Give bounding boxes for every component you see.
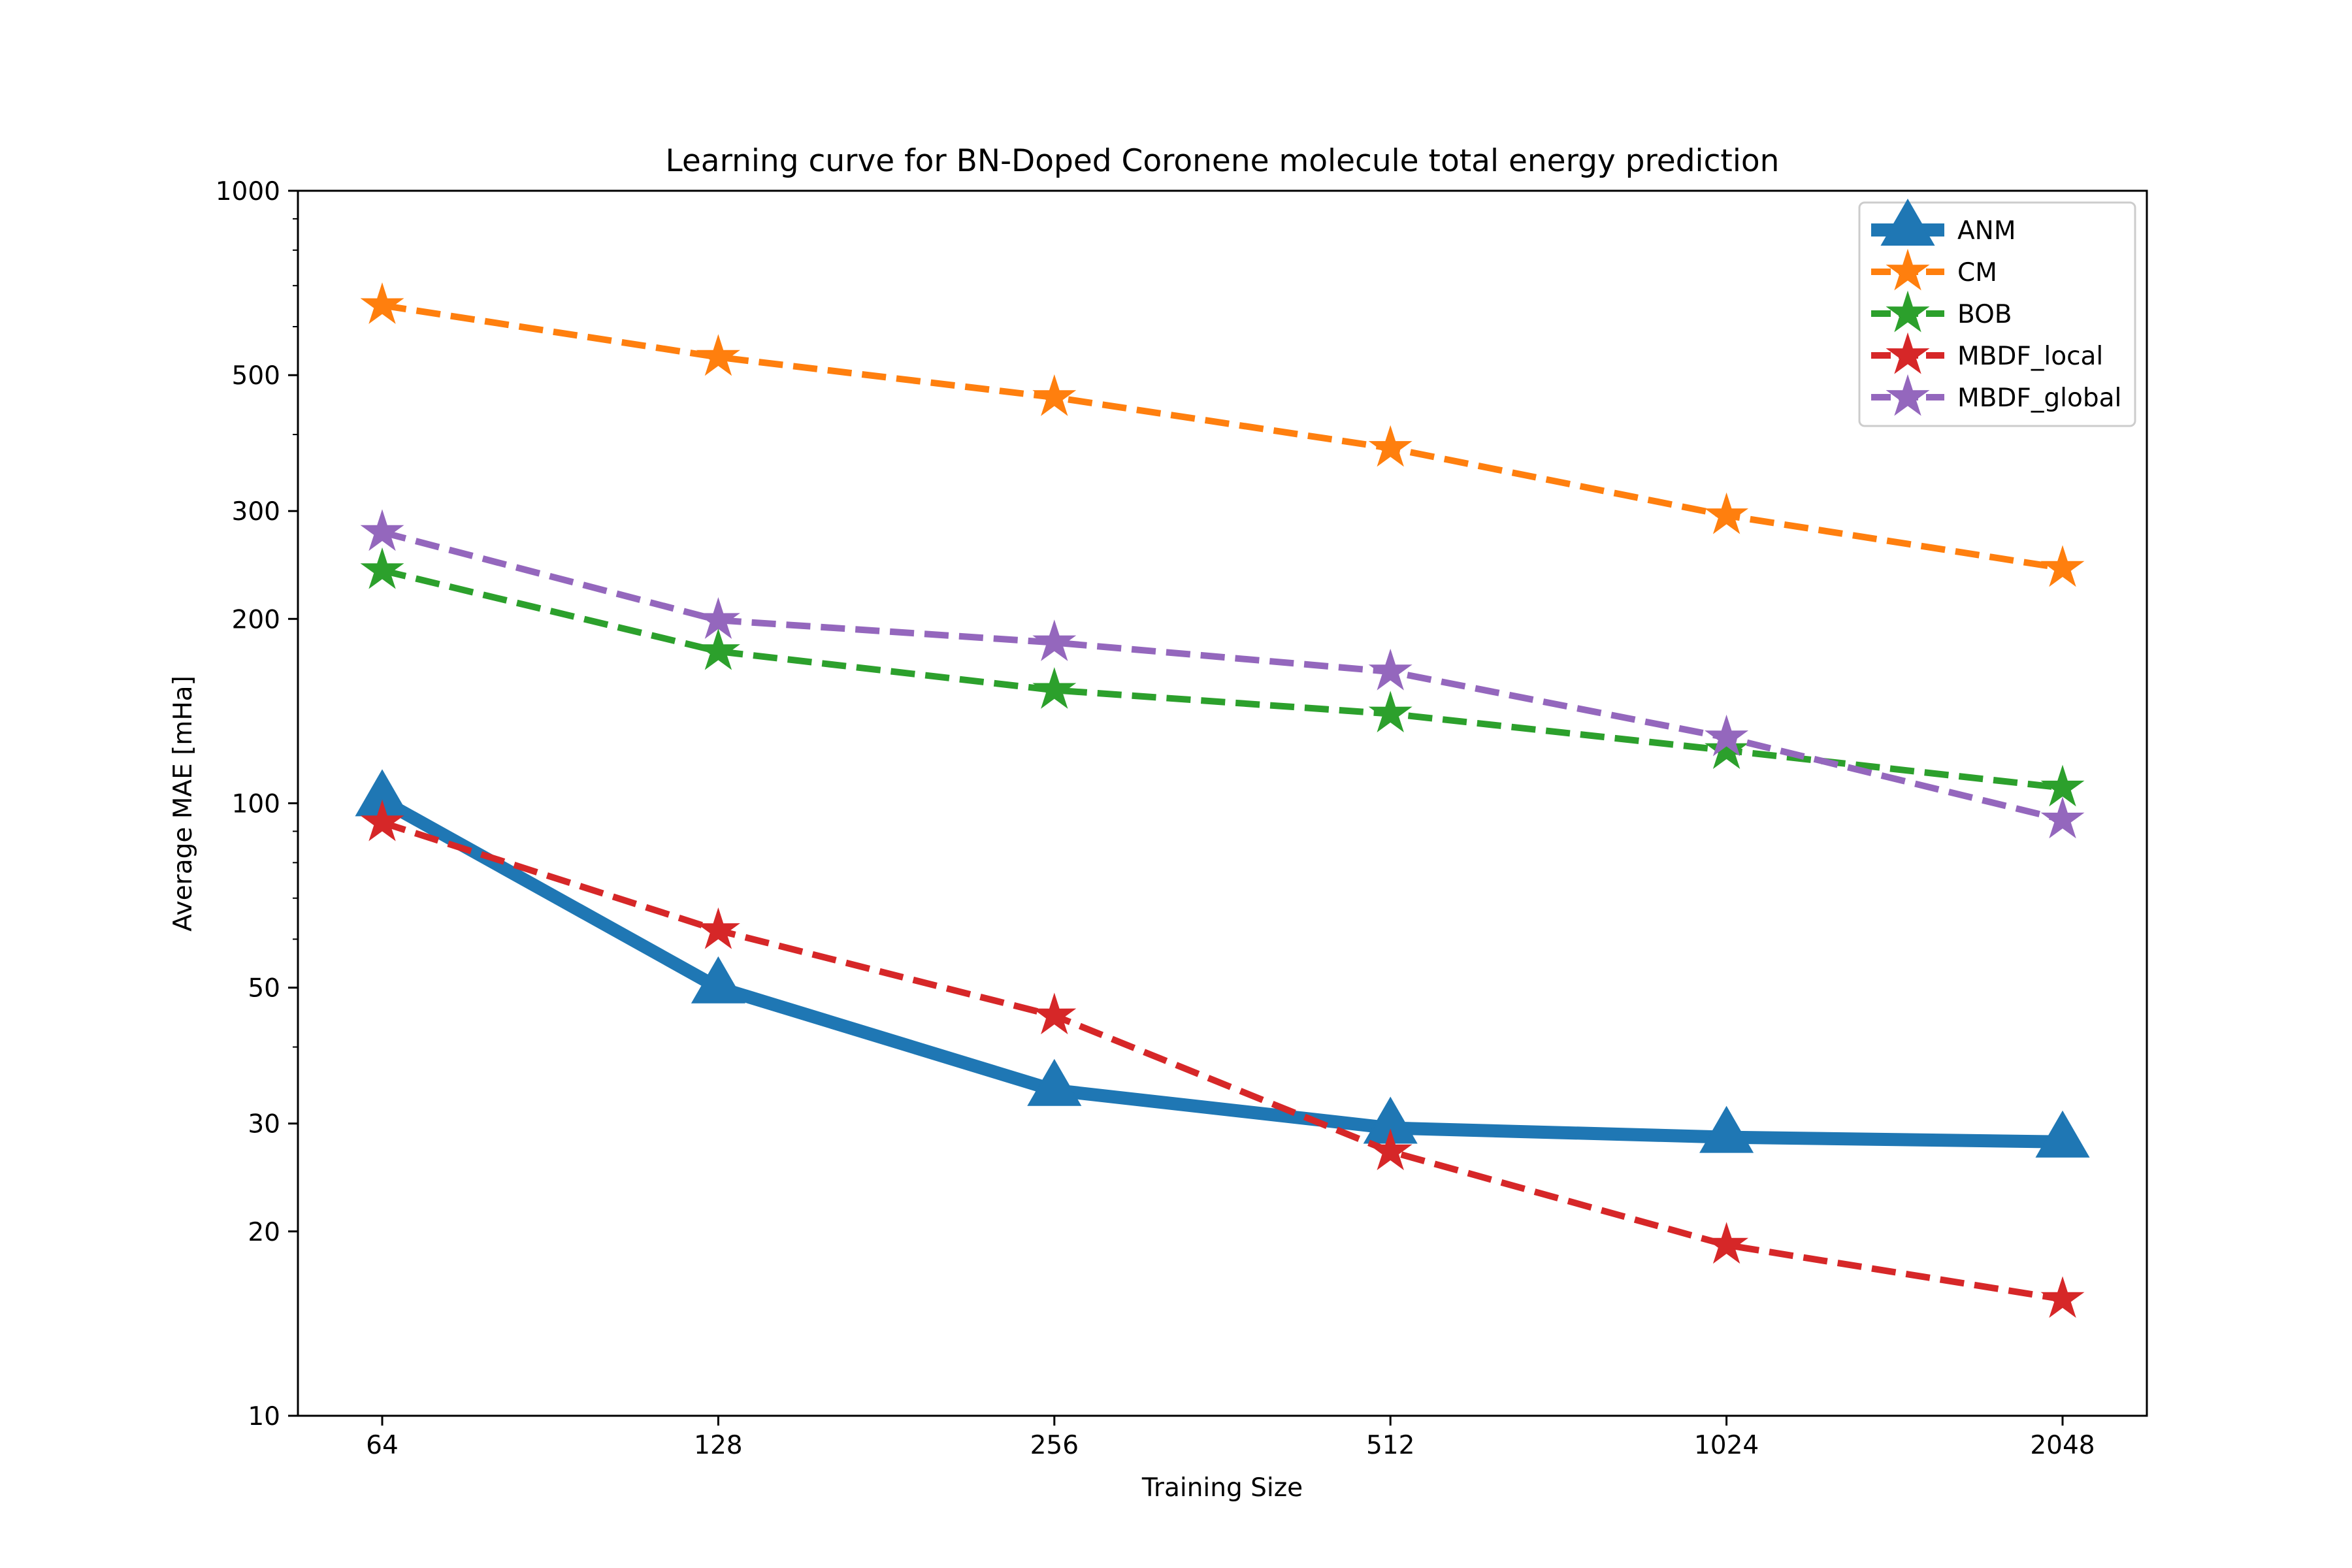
data-point bbox=[1032, 619, 1077, 661]
x-axis-label: Training Size bbox=[1141, 1473, 1303, 1503]
data-point bbox=[360, 282, 404, 324]
legend-entry-cm: CM bbox=[1871, 248, 1997, 291]
data-point bbox=[1027, 1058, 1082, 1106]
series-cm bbox=[360, 282, 2085, 587]
legend-label: MBDF_local bbox=[1957, 342, 2103, 371]
data-point bbox=[1032, 667, 1077, 709]
y-tick-label: 30 bbox=[248, 1110, 280, 1139]
legend-marker bbox=[1880, 198, 1935, 246]
x-tick-label: 128 bbox=[694, 1431, 742, 1460]
x-tick-label: 256 bbox=[1030, 1431, 1079, 1460]
legend: ANM CM BOB MBDF_local MBDF_global bbox=[1858, 198, 2136, 427]
data-point bbox=[1368, 425, 1413, 467]
series-mbdf-local bbox=[360, 799, 2085, 1318]
legend-marker bbox=[1886, 332, 1930, 374]
x-tick-label: 1024 bbox=[1694, 1431, 1759, 1460]
data-point bbox=[1368, 1128, 1413, 1171]
series-line-mbdf-local bbox=[381, 819, 2063, 1303]
y-tick-label: 200 bbox=[232, 605, 280, 634]
y-tick-label: 20 bbox=[248, 1218, 280, 1247]
x-tick-label: 64 bbox=[366, 1431, 399, 1460]
series-line-cm bbox=[382, 302, 2063, 572]
legend-marker bbox=[1886, 248, 1930, 291]
y-tick-label: 100 bbox=[232, 790, 280, 819]
legend-marker bbox=[1886, 290, 1930, 333]
series-line-bob bbox=[381, 567, 2063, 791]
series-anm bbox=[355, 769, 2090, 1158]
data-point bbox=[1032, 374, 1077, 416]
data-point bbox=[696, 907, 740, 949]
series-line-anm bbox=[376, 794, 2069, 1149]
legend-label: ANM bbox=[1957, 216, 2016, 246]
legend-entry-bob: BOB bbox=[1871, 290, 2012, 333]
data-point bbox=[2040, 764, 2085, 807]
data-point bbox=[2040, 796, 2085, 839]
y-tick-label: 300 bbox=[232, 497, 280, 527]
data-point bbox=[696, 334, 740, 376]
data-point bbox=[2035, 1110, 2090, 1158]
data-point bbox=[1368, 648, 1413, 691]
data-point bbox=[1699, 1105, 1754, 1153]
y-axis-label: Average MAE [mHa] bbox=[169, 676, 198, 932]
series-bob bbox=[360, 547, 2085, 807]
legend-box bbox=[1858, 201, 2136, 427]
data-point bbox=[1368, 691, 1413, 733]
x-tick-label: 512 bbox=[1366, 1431, 1414, 1460]
y-tick-label: 50 bbox=[248, 974, 280, 1004]
data-point bbox=[1705, 714, 1749, 757]
plot-area bbox=[355, 282, 2090, 1318]
x-tick-label: 2048 bbox=[2030, 1431, 2095, 1460]
data-point bbox=[360, 547, 404, 589]
chart-title: Learning curve for BN-Doped Coronene mol… bbox=[666, 143, 1780, 179]
data-point bbox=[696, 628, 740, 670]
data-point bbox=[1705, 1222, 1749, 1264]
legend-label: CM bbox=[1957, 258, 1997, 287]
data-point bbox=[696, 597, 740, 639]
y-tick-label: 10 bbox=[248, 1402, 280, 1431]
legend-marker bbox=[1886, 374, 1930, 416]
legend-entry-mbdf-local: MBDF_local bbox=[1871, 332, 2103, 374]
axes: 64 128 256 512 1024 2048 10 20 30 50 100 200 300 500 1… bbox=[216, 177, 2095, 1460]
data-point bbox=[2040, 1276, 2085, 1318]
legend-label: MBDF_global bbox=[1957, 384, 2121, 413]
data-point bbox=[2040, 545, 2085, 587]
y-tick-label: 1000 bbox=[216, 177, 280, 206]
series-line-mbdf-global bbox=[381, 529, 2064, 823]
data-point bbox=[1705, 492, 1749, 534]
data-point bbox=[360, 509, 404, 551]
legend-entry-anm: ANM bbox=[1871, 198, 2016, 246]
data-point bbox=[691, 956, 745, 1004]
y-tick-label: 500 bbox=[232, 361, 280, 391]
series-mbdf-global bbox=[360, 509, 2085, 839]
data-point bbox=[360, 799, 404, 841]
legend-label: BOB bbox=[1957, 300, 2012, 329]
data-point bbox=[1032, 992, 1077, 1035]
legend-entry-mbdf-global: MBDF_global bbox=[1871, 374, 2121, 416]
data-point bbox=[1705, 727, 1749, 770]
